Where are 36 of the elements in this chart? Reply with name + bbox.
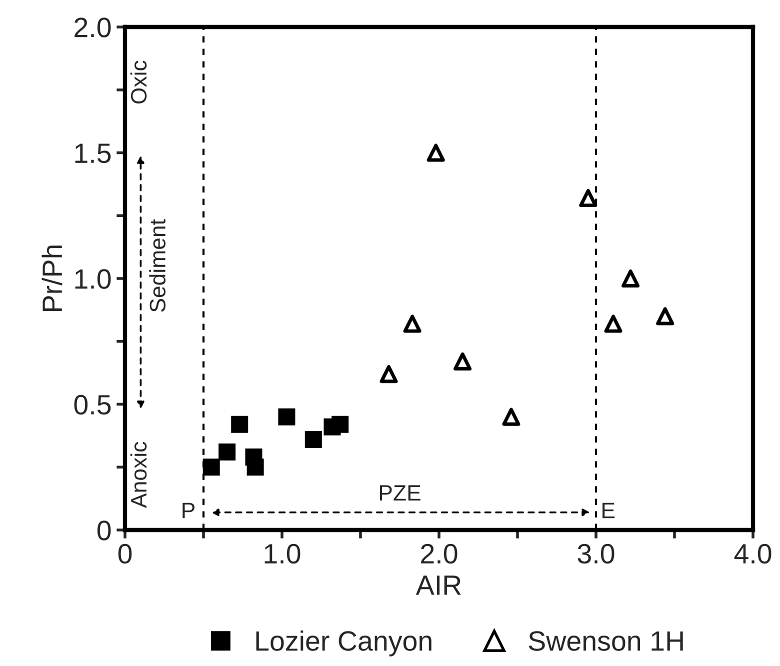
point xyxy=(278,408,296,426)
point xyxy=(454,352,472,371)
point xyxy=(218,444,236,461)
point xyxy=(202,458,220,476)
x-tick-label: 0 xyxy=(118,544,132,564)
annotation: Anoxic xyxy=(130,442,147,508)
y-tick-label: 0 xyxy=(97,520,111,540)
annotation: Sediment xyxy=(149,219,166,312)
legend-label: Lozier Canyon xyxy=(256,630,432,656)
point xyxy=(426,144,445,162)
point xyxy=(380,365,398,384)
x-tick-label: 4.0 xyxy=(734,544,772,564)
y-tick-label: 1.5 xyxy=(75,144,111,164)
point xyxy=(502,408,520,426)
x-tick-label: 1.0 xyxy=(264,544,300,564)
point xyxy=(579,189,598,208)
x-tick-label: 3.0 xyxy=(578,544,614,564)
annotation: PZE xyxy=(380,485,420,501)
y-tick-label: 1.0 xyxy=(75,269,111,289)
annotation: Oxic xyxy=(130,60,147,104)
x-tick-label: 2.0 xyxy=(421,544,458,564)
y-tick-label: 2.0 xyxy=(74,18,111,38)
x-axis-title: AIR xyxy=(416,576,461,595)
point xyxy=(304,430,322,448)
annotation: P xyxy=(182,502,194,518)
point xyxy=(604,314,622,333)
y-axis-title: Pr/Ph xyxy=(42,246,62,311)
annotation: E xyxy=(602,502,615,518)
point xyxy=(231,416,248,433)
point xyxy=(246,458,264,476)
y-tick-label: 0.5 xyxy=(74,394,111,415)
point xyxy=(403,314,422,333)
point xyxy=(656,307,674,326)
point xyxy=(332,416,349,433)
point xyxy=(622,269,640,288)
legend-label: Swenson 1H xyxy=(528,631,683,651)
